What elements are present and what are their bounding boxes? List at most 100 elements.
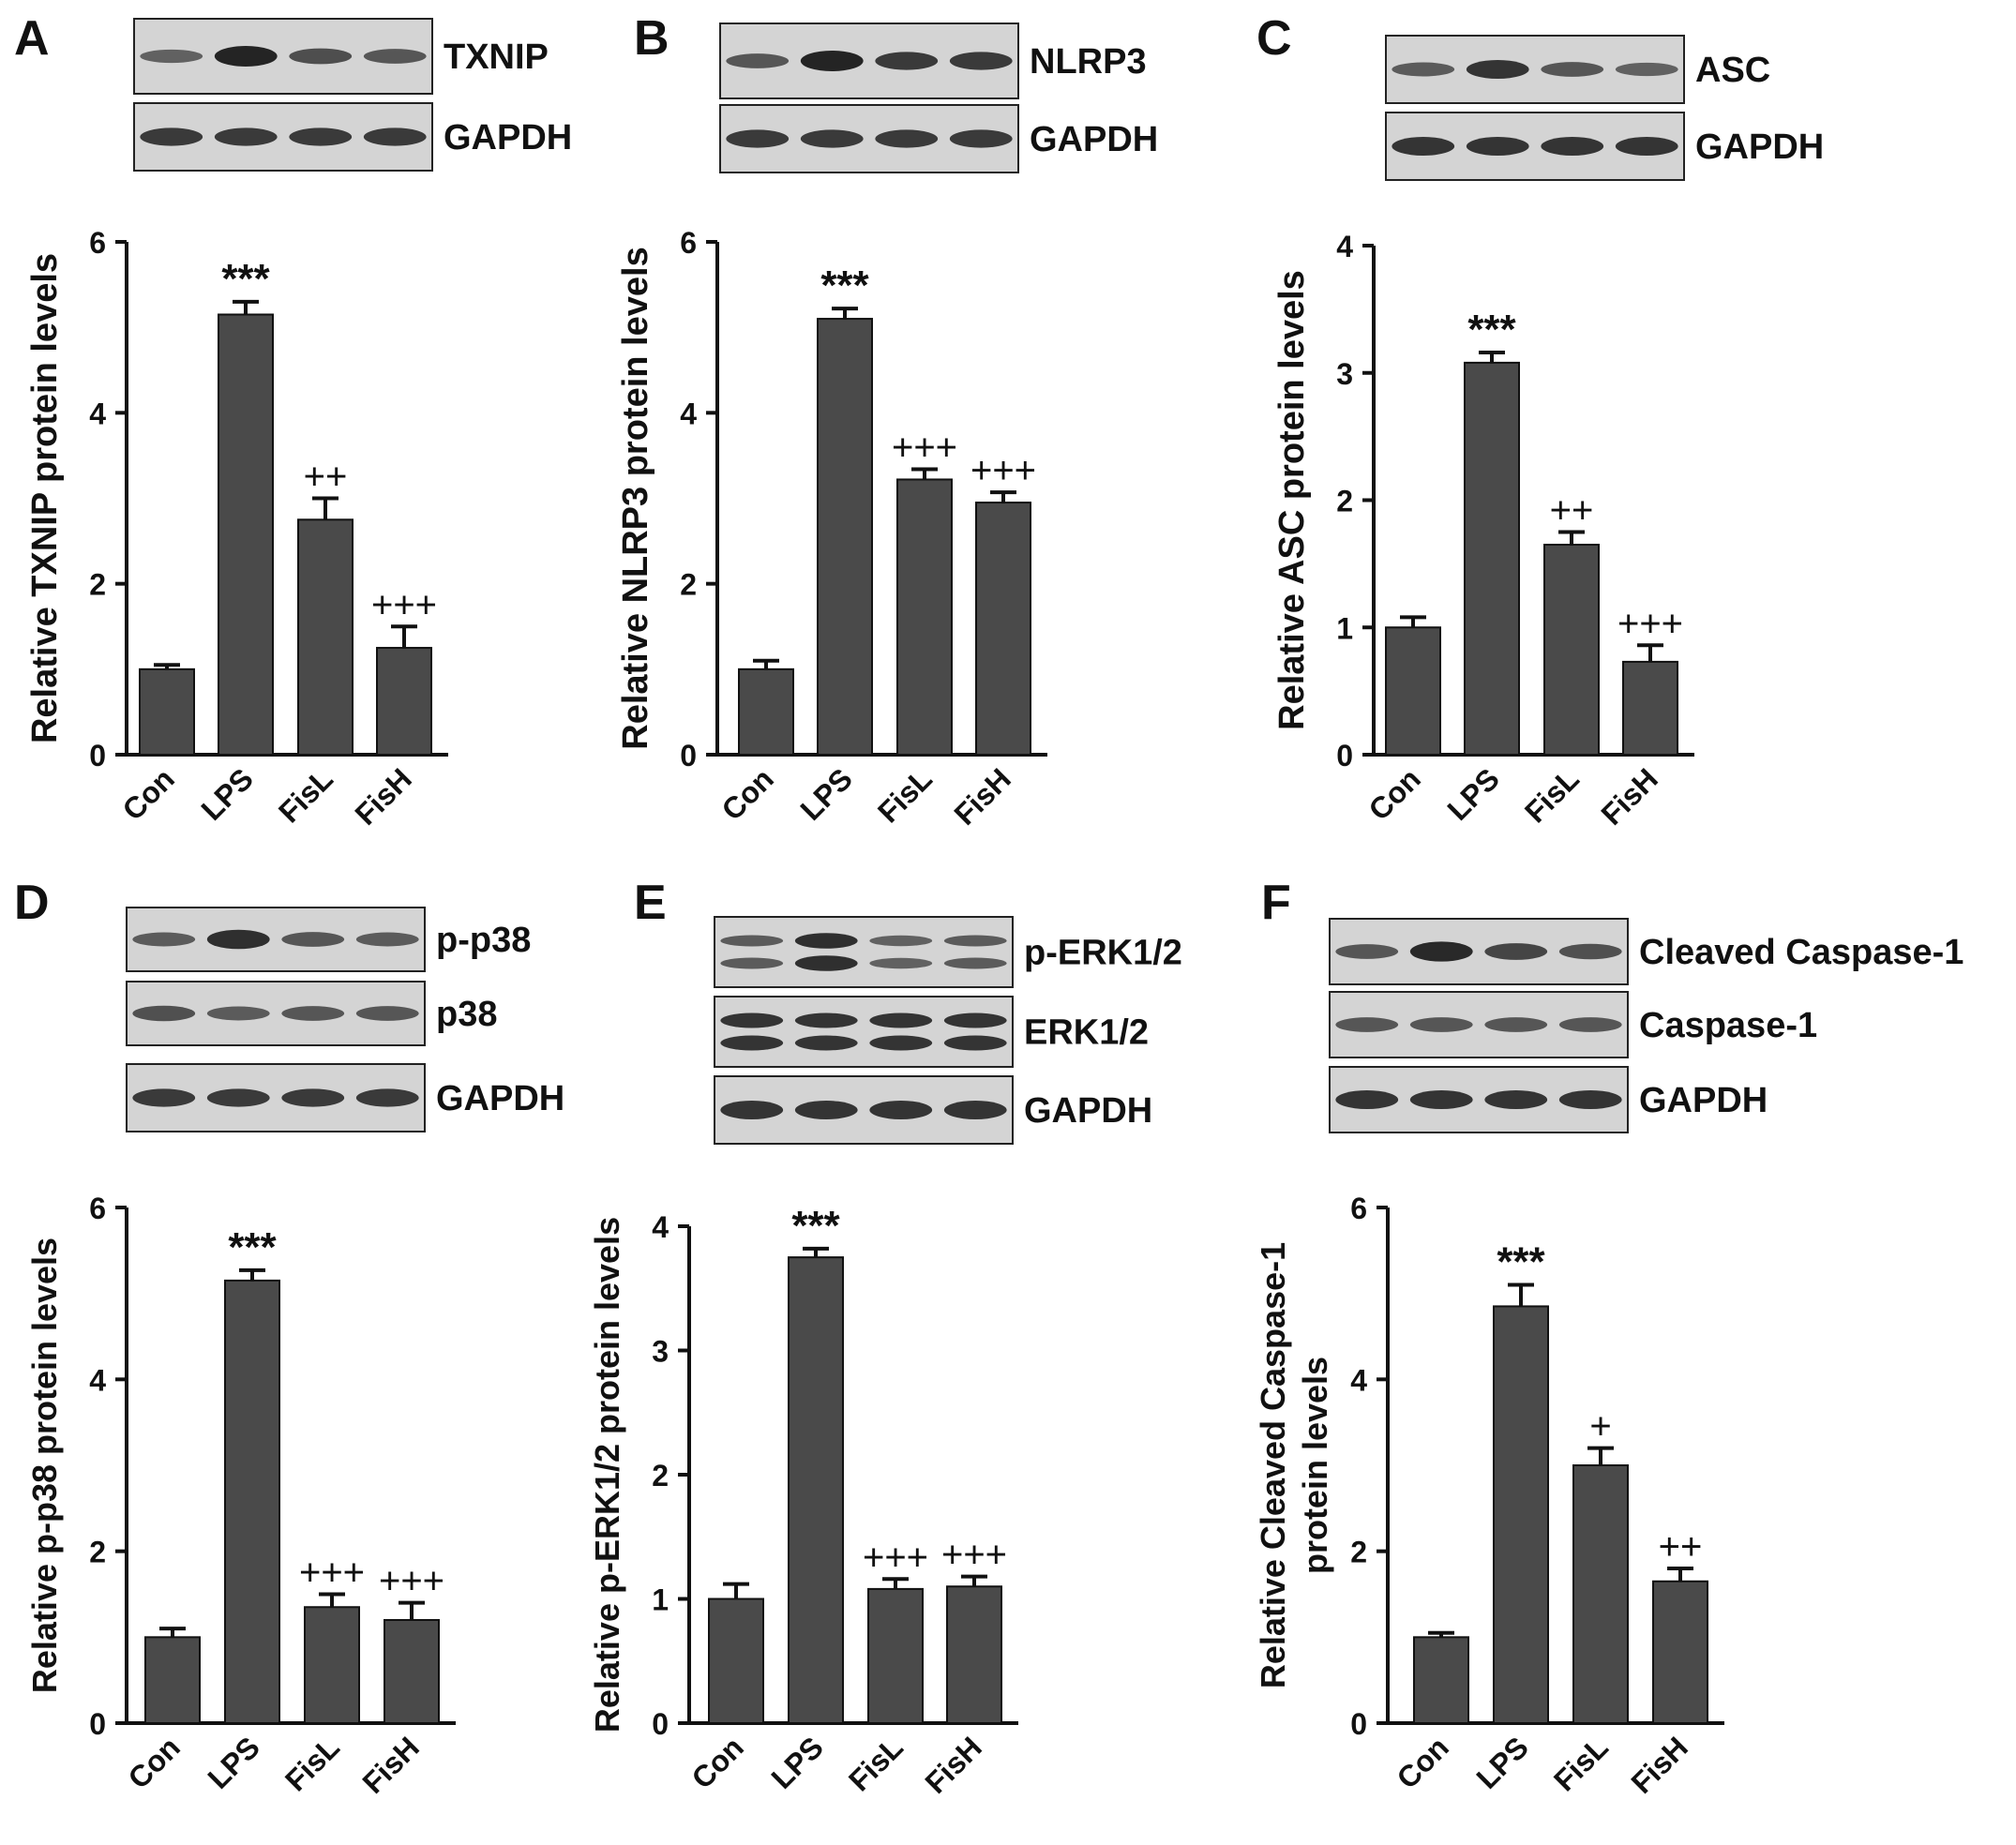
y-tick-label: 2 (89, 1536, 106, 1569)
blot-row-label: GAPDH (436, 1079, 564, 1118)
y-tick-label: 3 (1336, 357, 1353, 391)
blot-strip: NLRP3 (719, 22, 1147, 99)
blot-band (1484, 1090, 1548, 1109)
y-tick-label: 2 (1350, 1536, 1367, 1569)
blot-row-label: p-p38 (436, 921, 531, 960)
blot-strip: p-ERK1/2 (714, 916, 1182, 988)
blot-band (1615, 62, 1678, 77)
y-axis-label: Relative NLRP3 protein levels (616, 247, 655, 749)
bar-lps (1464, 361, 1520, 756)
blot-band (1335, 1090, 1399, 1109)
blot-row-label: p38 (436, 995, 497, 1034)
y-tick-label: 2 (89, 568, 106, 602)
y-tick-label: 4 (1336, 230, 1353, 263)
x-tick-label: Con (715, 761, 780, 826)
blot-band (1615, 137, 1678, 156)
significance-label: *** (791, 1203, 840, 1249)
blot-band (281, 932, 345, 947)
bar-fish (1622, 660, 1678, 757)
blot-band (355, 1088, 419, 1107)
bar-fisl (1543, 544, 1600, 757)
bar-con (738, 668, 794, 756)
blot-strip: GAPDH (714, 1075, 1152, 1145)
x-tick-label: FisH (355, 1730, 425, 1799)
significance-label: *** (820, 262, 869, 308)
blot-band (1558, 1090, 1622, 1109)
x-tick-label: Con (685, 1730, 750, 1794)
blot-strip: GAPDH (1385, 112, 1824, 181)
blot-row-label: GAPDH (444, 118, 572, 158)
panel-letter: A (14, 11, 50, 66)
blot-row-label: Cleaved Caspase-1 (1639, 933, 1963, 972)
blot-band (800, 129, 864, 148)
bar-chart: 0 1 2 3 4 Con *** LPS +++ FisL +++ FisH Relative p-E… (588, 1203, 1018, 1800)
blot-strip: p-p38 (126, 907, 531, 972)
blot-row-label: Caspase-1 (1639, 1006, 1817, 1045)
blot-band (1409, 1017, 1473, 1032)
x-tick-label: Con (116, 761, 181, 826)
blot-row-label: p-ERK1/2 (1024, 934, 1182, 973)
panel-letter: F (1261, 876, 1291, 930)
significance-label: *** (221, 256, 270, 302)
blot-band (869, 957, 933, 969)
bar-fish (384, 1619, 440, 1724)
blot-band (281, 1006, 345, 1021)
blot-band (355, 1006, 419, 1021)
blot-band (800, 51, 864, 71)
blot-strip-frame (714, 996, 1014, 1068)
significance-label: + (1589, 1406, 1611, 1448)
bar-chart: 0 2 4 6 Con *** LPS +++ FisL +++ FisH Relative p-p3… (25, 1192, 456, 1800)
blot-band (794, 933, 858, 949)
y-axis-label: Relative TXNIP protein levels (25, 253, 65, 743)
bar-lps (817, 318, 873, 756)
significance-label: *** (228, 1224, 277, 1270)
bar-lps (218, 313, 274, 756)
y-tick-label: 2 (652, 1459, 669, 1492)
panel-letter: E (634, 876, 667, 930)
bar-fisl (1572, 1464, 1629, 1724)
panel-d: Dp-p38 p38 GAPDH 0 2 4 6 Con *** LPS +++ FisL +++ Fis… (14, 876, 564, 1800)
y-tick-label: 1 (652, 1583, 669, 1617)
blot-band (794, 955, 858, 971)
y-tick-label: 6 (89, 226, 106, 260)
y-tick-label: 0 (652, 1707, 669, 1741)
blot-band (206, 1006, 270, 1021)
blot-band (363, 128, 427, 146)
blot-band (869, 1035, 933, 1051)
blot-band (720, 1012, 784, 1028)
blot-band (943, 957, 1007, 969)
significance-label: +++ (371, 584, 437, 625)
y-tick-label: 0 (680, 739, 697, 772)
bar-fisl (297, 518, 354, 757)
blot-strip: ERK1/2 (714, 996, 1149, 1068)
blot-row-label: ASC (1695, 51, 1770, 90)
y-tick-label: 3 (652, 1335, 669, 1369)
blot-strip: Caspase-1 (1329, 991, 1817, 1058)
blot-row-label: GAPDH (1024, 1091, 1152, 1131)
blot-strip: GAPDH (133, 102, 572, 172)
x-tick-label: Con (122, 1730, 187, 1794)
blot-row-label: GAPDH (1030, 120, 1158, 159)
blot-band (949, 129, 1013, 148)
significance-label: +++ (970, 450, 1036, 491)
y-axis-label: protein levels (1296, 1357, 1334, 1574)
blot-band (720, 957, 784, 969)
bar-fisl (896, 478, 953, 756)
y-tick-label: 4 (89, 397, 106, 430)
bar-fisl (304, 1606, 360, 1724)
y-tick-label: 4 (652, 1210, 669, 1244)
blot-band (1335, 944, 1399, 959)
blot-row-label: NLRP3 (1030, 42, 1147, 82)
blot-band (206, 1088, 270, 1107)
blot-band (140, 49, 203, 64)
y-tick-label: 6 (89, 1192, 106, 1225)
significance-label: +++ (941, 1535, 1007, 1576)
blot-row-label: GAPDH (1639, 1081, 1768, 1120)
blot-band (869, 935, 933, 947)
blot-band (1392, 62, 1455, 77)
x-tick-label: LPS (194, 761, 259, 826)
blot-strip: GAPDH (126, 1063, 564, 1132)
blot-band (875, 52, 939, 70)
panel-letter: B (634, 11, 669, 66)
